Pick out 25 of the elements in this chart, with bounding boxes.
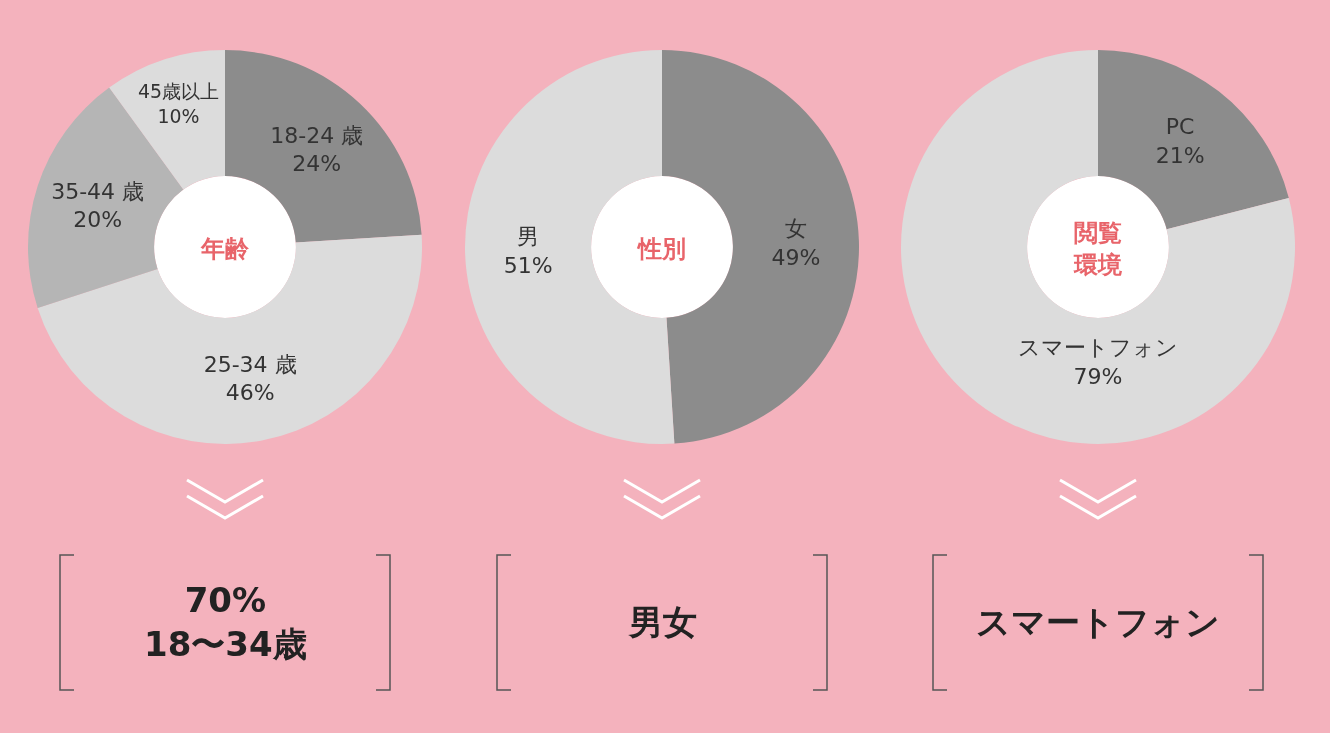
slice-label: スマートフォン [1018, 335, 1178, 361]
data-label: 24% [292, 151, 342, 177]
data-label: 49% [771, 244, 821, 270]
slice-label: 35-44 歳 [51, 178, 145, 204]
slice-label: 18-24 歳 [270, 122, 364, 148]
text: 閲覧環境 [1073, 219, 1122, 279]
data-label: 51% [503, 253, 553, 279]
data-label: 10% [157, 104, 200, 127]
data-label: 79% [1073, 363, 1123, 389]
slice-label: 45歳以上 [137, 80, 220, 103]
donut-slice [37, 234, 422, 444]
text: 年齢 [200, 235, 250, 263]
text: 男女 [628, 602, 697, 642]
slice-label: PC [1165, 114, 1195, 140]
slice-label: 女 [784, 215, 807, 241]
text: 性別 [636, 235, 686, 263]
donut-slice [901, 50, 1295, 444]
data-label: 21% [1155, 142, 1205, 168]
slice-label: 男 [517, 224, 540, 250]
donut-slice [662, 50, 859, 444]
data-label: 46% [225, 380, 275, 406]
text: 70% 18〜34歳 [144, 580, 307, 665]
slice-label: 25-34 歳 [203, 351, 297, 377]
slice-label: スマートフォン [976, 602, 1220, 642]
data-label: 20% [73, 207, 123, 233]
